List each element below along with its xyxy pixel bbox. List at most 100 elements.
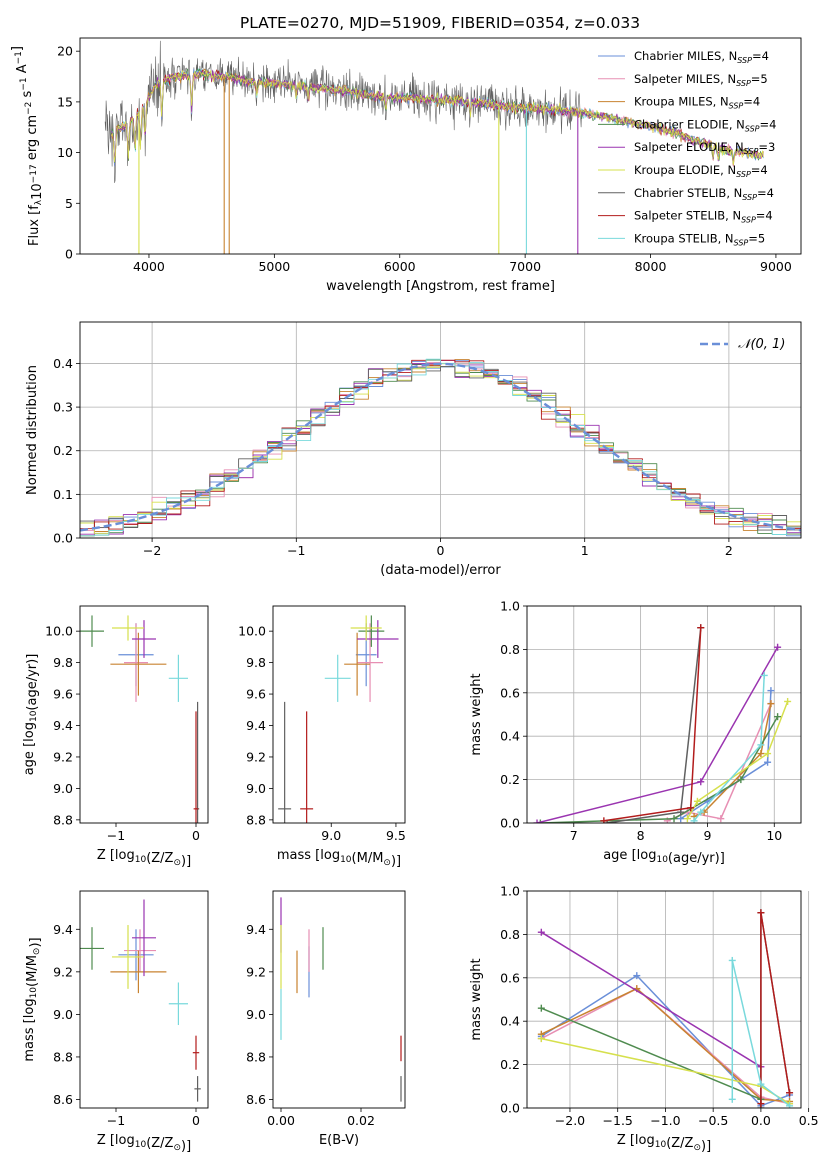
- residuals-decor: −2 −1 0 1 2 0.0 0.1 0.2 0.3 0.4 (data-model)/error…: [25, 321, 802, 578]
- residuals-xtick-label: 1: [581, 543, 589, 558]
- spectrum-frame: [79, 37, 802, 255]
- spectrum-ylabel: Flux [fλ10−17 erg cm−2 s−1 A−1]: [10, 46, 45, 246]
- weight-age-ytick-label: 0.8: [500, 642, 520, 657]
- weight-z-xtick-label: −2.0: [555, 1113, 585, 1128]
- weight-z-content: [537, 909, 794, 1108]
- residuals-xtick-label: −1: [287, 543, 305, 558]
- mass-z-point: [80, 927, 104, 970]
- age-z-frame: [79, 605, 209, 824]
- age-z-decor: −1 0 8.8 9.0 9.2 9.4 9.6 9.8 10.0 Z [log10(Z/Z⊙)]…: [22, 605, 209, 869]
- weight-z-ytick-label: 0.6: [500, 970, 520, 985]
- age-z-ylabel: age [log10(age/yr)]: [22, 654, 40, 776]
- residuals-ytick-label: 0.0: [53, 531, 73, 546]
- age-mass-point: [358, 615, 385, 647]
- weight-z-ytick-label: 0.0: [500, 1101, 520, 1116]
- legend-label: Kroupa MILES, NSSP=4: [634, 95, 760, 111]
- weight-z-xlabel: Z [log10(Z/Z⊙)]: [617, 1133, 711, 1154]
- mass-ebv-ytick-label: 8.8: [246, 1049, 266, 1064]
- age-mass-ytick-label: 9.0: [246, 781, 266, 796]
- weight-z-ytick-label: 0.8: [500, 927, 520, 942]
- age-mass-point: [300, 711, 314, 823]
- spectrum-ytick-label: 0: [65, 247, 73, 262]
- age-mass-ytick-label: 9.4: [246, 718, 266, 733]
- weight-z-xtick-label: −0.5: [698, 1113, 728, 1128]
- residuals-ytick-label: 0.4: [53, 356, 73, 371]
- mass-z-point: [124, 929, 156, 972]
- mass-ebv-xtick-label: 0.00: [267, 1113, 295, 1128]
- age-mass-xtick-label: 9.5: [386, 828, 406, 843]
- residuals-xtick-label: 2: [725, 543, 733, 558]
- age-z-point: [168, 654, 188, 702]
- residuals-frame: [79, 321, 802, 539]
- spectrum-series-line: [110, 70, 764, 165]
- mass-z-content: [80, 899, 201, 1102]
- mass-ebv-decor: 0.00 0.02 8.6 8.8 9.0 9.2 9.4 E(B-V): [246, 890, 406, 1148]
- age-mass-ytick-label: 9.6: [246, 687, 266, 702]
- spectrum-series-line: [111, 70, 764, 167]
- weight-age-series-line: [536, 646, 779, 823]
- residuals-xlabel: (data-model)/error: [380, 563, 501, 578]
- legend-label: Chabrier MILES, NSSP=4: [634, 49, 769, 65]
- weight-age-ytick-label: 0.0: [500, 816, 520, 831]
- weight-age-xtick-label: 9: [703, 828, 711, 843]
- spectrum-decor: 4000 5000 6000 7000 8000 9000 0 5 10 15 20 waveleng…: [10, 37, 802, 294]
- mass-ebv-xtick-label: 0.02: [347, 1113, 375, 1128]
- age-z-xlabel: Z [log10(Z/Z⊙)]: [97, 848, 191, 869]
- age-mass-ytick-label: 8.8: [246, 812, 266, 827]
- mass-ebv-content: [280, 897, 402, 1102]
- residuals-xtick-label: 0: [437, 543, 445, 558]
- weight-z-decor: −2.0 −1.5 −1.0 −0.5 0.0 0.5 0.0 0.2 0.4 0.6 0.8 1.0…: [469, 884, 819, 1155]
- residuals-xtick-label: −2: [143, 543, 161, 558]
- weight-age-xtick-label: 8: [637, 828, 645, 843]
- mass-ebv-axes: 0.00 0.02 8.6 8.8 9.0 9.2 9.4 E(B-V): [246, 890, 406, 1148]
- mass-z-ytick-label: 9.2: [53, 964, 73, 979]
- age-z-ytick-label: 9.0: [53, 781, 73, 796]
- age-z-axes: −1 0 8.8 9.0 9.2 9.4 9.6 9.8 10.0 Z [log10(Z/Z⊙)]…: [22, 605, 209, 869]
- age-z-ytick-label: 10.0: [45, 624, 73, 639]
- mass-z-ylabel: mass [log10(M/M⊙)]: [22, 937, 43, 1061]
- spectrum-ytick-label: 20: [57, 44, 73, 59]
- weight-age-ytick-label: 1.0: [500, 599, 520, 614]
- age-z-ytick-label: 9.2: [53, 749, 73, 764]
- mass-z-point: [194, 1076, 201, 1102]
- mass-z-point: [168, 982, 188, 1026]
- mass-ebv-frame: [272, 890, 406, 1109]
- weight-z-grid: [527, 890, 810, 1109]
- mass-z-point: [112, 925, 144, 989]
- mass-z-point: [118, 929, 154, 981]
- mass-z-decor: −1 0 8.6 8.8 9.0 9.2 9.4 Z [log10(Z/Z⊙)] mass [l…: [22, 890, 209, 1154]
- mass-z-point: [192, 1035, 200, 1070]
- gaussian-legend-label: 𝒩(0, 1): [738, 337, 785, 352]
- mass-z-xtick-label: 0: [192, 1113, 200, 1128]
- age-z-point: [112, 615, 144, 641]
- spectrum-xlabel: wavelength [Angstrom, rest frame]: [326, 279, 555, 294]
- weight-age-xtick-label: 7: [570, 828, 578, 843]
- spectrum-xtick-label: 4000: [133, 259, 165, 274]
- weight-z-xtick-label: 0.5: [799, 1113, 819, 1128]
- weight-age-ytick-label: 0.6: [500, 685, 520, 700]
- weight-z-ylabel: mass weight: [469, 958, 484, 1040]
- weight-age-ytick-label: 0.2: [500, 772, 520, 787]
- mass-z-ytick-label: 9.4: [53, 922, 73, 937]
- spectrum-xtick-label: 5000: [258, 259, 290, 274]
- age-z-point: [132, 620, 156, 658]
- residuals-axes: −2 −1 0 1 2 0.0 0.1 0.2 0.3 0.4 (data-model)/error…: [25, 321, 802, 578]
- weight-age-decor: 7 8 9 10 0.0 0.2 0.4 0.6 0.8 1.0 age [log10(age/yr…: [469, 599, 802, 866]
- age-mass-ytick-label: 10.0: [238, 624, 266, 639]
- age-mass-decor: 9.0 9.5 8.8 9.0 9.2 9.4 9.6 9.8 10.0 mass [log10(…: [238, 605, 406, 869]
- weight-age-ylabel: mass weight: [469, 673, 484, 755]
- figure-title: PLATE=0270, MJD=51909, FIBERID=0354, z=0…: [240, 14, 640, 32]
- spectrum-ytick-label: 5: [65, 196, 73, 211]
- spectrum-axes: 4000 5000 6000 7000 8000 9000 0 5 10 15 20 waveleng…: [10, 37, 802, 294]
- spectrum-xtick-label: 7000: [509, 259, 541, 274]
- legend-label: Salpeter MILES, NSSP=5: [634, 72, 768, 88]
- mass-z-xtick-label: −1: [107, 1113, 125, 1128]
- plots: 4000 5000 6000 7000 8000 900005101520waveleng…: [10, 37, 819, 1155]
- weight-z-ytick-label: 0.2: [500, 1057, 520, 1072]
- residuals-ytick-label: 0.3: [53, 400, 73, 415]
- age-mass-frame: [272, 605, 406, 824]
- weight-age-xtick-label: 10: [766, 828, 782, 843]
- weight-age-series-line: [686, 701, 789, 820]
- weight-z-series-line: [731, 959, 790, 1107]
- age-mass-ytick-label: 9.2: [246, 749, 266, 764]
